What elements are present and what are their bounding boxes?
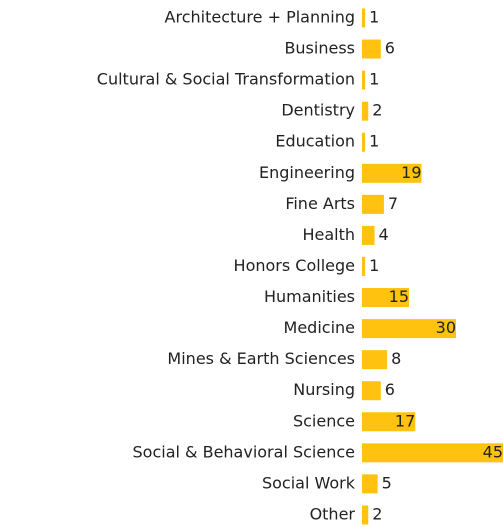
category-label: Nursing: [293, 380, 355, 399]
category-label: Mines & Earth Sciences: [167, 349, 355, 368]
value-label: 19: [401, 163, 421, 182]
category-label: Fine Arts: [285, 194, 355, 213]
value-label: 8: [391, 349, 401, 368]
value-label: 2: [372, 504, 382, 523]
value-label: 45: [483, 442, 503, 461]
value-label: 5: [382, 473, 392, 492]
bar: [362, 505, 369, 525]
bar: [362, 288, 409, 308]
category-label: Education: [275, 132, 355, 151]
value-label: 1: [369, 132, 379, 151]
category-label: Architecture + Planning: [165, 8, 355, 27]
bar: [362, 132, 366, 152]
bar: [362, 381, 381, 401]
category-label: Engineering: [259, 163, 355, 182]
category-label: Business: [284, 39, 355, 58]
category-label: Honors College: [234, 256, 355, 275]
category-label: Other: [310, 504, 356, 523]
category-label: Health: [302, 225, 355, 244]
value-label: 4: [379, 225, 389, 244]
category-label: Dentistry: [281, 101, 355, 120]
bar: [362, 412, 416, 432]
value-label: 2: [372, 101, 382, 120]
bar: [362, 101, 369, 121]
bar: [362, 319, 456, 339]
value-label: 1: [369, 8, 379, 27]
category-label: Humanities: [264, 287, 355, 306]
bar: [362, 350, 388, 370]
category-label: Medicine: [284, 318, 355, 337]
value-label: 1: [369, 256, 379, 275]
bar: [362, 39, 381, 59]
value-label: 6: [385, 39, 395, 58]
bar: [362, 163, 422, 183]
value-label: 17: [395, 411, 415, 430]
category-label: Cultural & Social Transformation: [97, 70, 355, 89]
value-label: 7: [388, 194, 398, 213]
bar: [362, 225, 375, 245]
value-label: 6: [385, 380, 395, 399]
category-label: Social Work: [262, 473, 356, 492]
category-label: Social & Behavioral Science: [133, 442, 356, 461]
bar: [362, 256, 366, 276]
value-label: 30: [436, 318, 456, 337]
value-label: 1: [369, 70, 379, 89]
value-label: 15: [389, 287, 409, 306]
bar: [362, 474, 378, 494]
bar: [362, 194, 384, 214]
bar: [362, 443, 503, 463]
bar: [362, 8, 366, 28]
category-label: Science: [293, 411, 355, 430]
bar: [362, 70, 366, 90]
